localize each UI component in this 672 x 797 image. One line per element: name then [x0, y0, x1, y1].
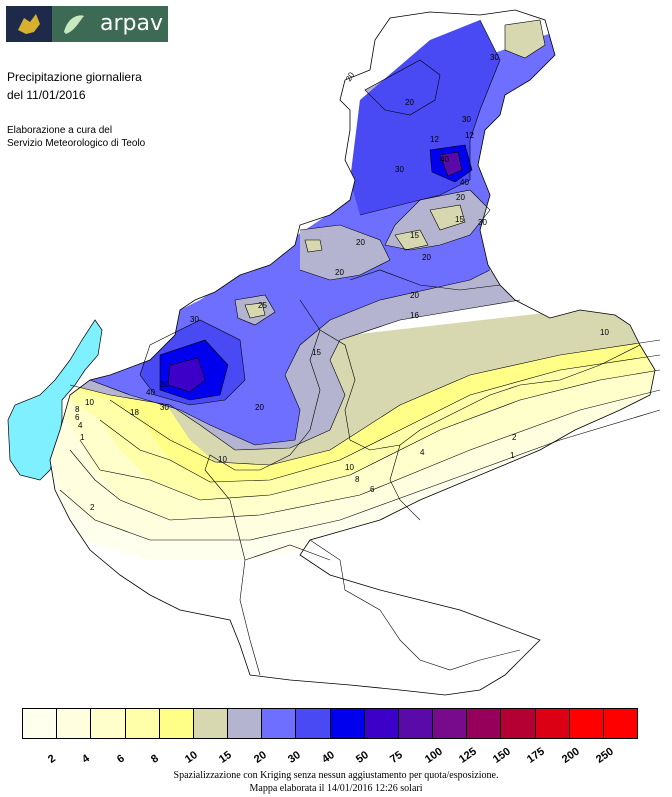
legend-label: 100	[422, 745, 445, 766]
contour-label: 25	[258, 301, 267, 310]
contour-label: 40	[460, 178, 469, 187]
credit-text: Elaborazione a cura del Servizio Meteoro…	[7, 124, 145, 150]
legend-label: 250	[593, 745, 616, 766]
contour-label: 30	[478, 218, 487, 227]
legend-label: 4	[80, 752, 93, 766]
contour-label: 10	[85, 398, 94, 407]
contour-label: 12	[430, 135, 439, 144]
arpav-logo: arpav	[6, 6, 168, 42]
legend-swatch	[91, 709, 126, 738]
contour-label: 30	[160, 380, 169, 389]
contour-label: 4	[420, 448, 425, 457]
contour-label-group: 20 30 20 12 30 40 20 15 30 20 15 20 25 2…	[75, 53, 609, 512]
contour-lines	[59, 19, 661, 541]
legend-swatches	[22, 708, 638, 739]
contour-label: 2	[512, 433, 517, 442]
contour-label: 10	[345, 463, 354, 472]
region-outline	[49, 9, 656, 696]
contour-label: 20	[405, 98, 414, 107]
contour-label: 6	[370, 485, 375, 494]
contour-label: 30	[462, 115, 471, 124]
legend-swatch	[467, 709, 502, 738]
contour-label: 30	[490, 53, 499, 62]
legend-swatch	[330, 709, 365, 738]
contour-label: 40	[440, 155, 449, 164]
legend-label: 50	[354, 748, 372, 766]
contour-label: 20	[456, 193, 465, 202]
contour-label: 1	[510, 451, 515, 460]
map-title: Precipitazione giornaliera del 11/01/201…	[7, 68, 142, 104]
legend-label: 150	[491, 745, 514, 766]
contour-label: 4	[78, 421, 83, 430]
contour-label: 30	[395, 165, 404, 174]
legend-swatch	[125, 709, 160, 738]
legend-swatch	[228, 709, 263, 738]
contour-label: 20	[410, 291, 419, 300]
legend-swatch	[398, 709, 434, 738]
contour-label: 2	[90, 503, 95, 512]
contour-label: 8	[75, 405, 80, 414]
contour-label: 20	[335, 268, 344, 277]
contour-label: 16	[410, 311, 419, 320]
legend-label: 6	[114, 752, 127, 766]
contour-label: 20	[422, 253, 431, 262]
contour-label: 40	[146, 388, 155, 397]
title-line-1: Precipitazione giornaliera	[7, 70, 142, 84]
legend-label: 175	[525, 745, 548, 766]
title-line-2: del 11/01/2016	[7, 88, 86, 102]
legend-swatch	[603, 709, 638, 738]
legend-labels: 2 4 6 8 10 15 20 30 40 50 75 100 125 150 175 200 250	[22, 742, 638, 768]
legend-label: 30	[285, 748, 303, 766]
contour-label: 8	[355, 475, 360, 484]
lake-garda	[7, 319, 103, 481]
legend-swatch	[23, 709, 58, 738]
contour-label: 15	[312, 348, 321, 357]
contour-label: 10	[600, 328, 609, 337]
contour-label: 18	[130, 408, 139, 417]
contour-label: 30	[160, 403, 169, 412]
footer-method: Spazializzazione con Kriging senza nessu…	[173, 770, 499, 781]
precipitation-map: 20 30 20 12 30 40 20 15 30 20 15 20 25 2…	[7, 9, 661, 696]
legend-label: 75	[388, 748, 406, 766]
contour-label: 20	[356, 238, 365, 247]
logo-text: arpav	[96, 6, 168, 42]
legend-swatch	[501, 709, 536, 738]
footer-date: Mappa elaborata il 14/01/2016 12:26 sola…	[249, 783, 423, 794]
contour-label: 15	[410, 231, 419, 240]
legend-label: 2	[46, 752, 59, 766]
legend-swatch	[569, 709, 604, 738]
legend-swatch	[433, 709, 468, 738]
credit-line-2: Servizio Meteorologico di Teolo	[7, 138, 146, 149]
legend-label: 8	[148, 752, 161, 766]
legend-swatch	[364, 709, 399, 738]
contour-label: 15	[455, 215, 464, 224]
contour-label: 10	[218, 455, 227, 464]
contour-label: 30	[190, 315, 199, 324]
contour-label: 6	[75, 413, 80, 422]
precipitation-fields	[50, 20, 655, 560]
contour-label: 12	[465, 131, 474, 140]
legend-label: 10	[183, 748, 201, 766]
legend-label: 20	[251, 748, 269, 766]
legend-swatch	[57, 709, 92, 738]
leaf-emblem-icon	[52, 6, 96, 42]
legend-label: 125	[456, 745, 479, 766]
legend-label: 40	[320, 748, 337, 766]
legend-swatch	[262, 709, 297, 738]
legend-swatch	[296, 709, 331, 738]
credit-line-1: Elaborazione a cura del	[7, 125, 113, 136]
legend-label: 15	[217, 748, 235, 766]
lion-emblem-icon	[6, 6, 52, 42]
legend-swatch	[159, 709, 194, 738]
contour-label: 1	[80, 433, 85, 442]
contour-label: 20	[255, 403, 264, 412]
legend-swatch	[535, 709, 570, 738]
legend-swatch	[193, 709, 229, 738]
legend-label: 200	[559, 745, 582, 766]
